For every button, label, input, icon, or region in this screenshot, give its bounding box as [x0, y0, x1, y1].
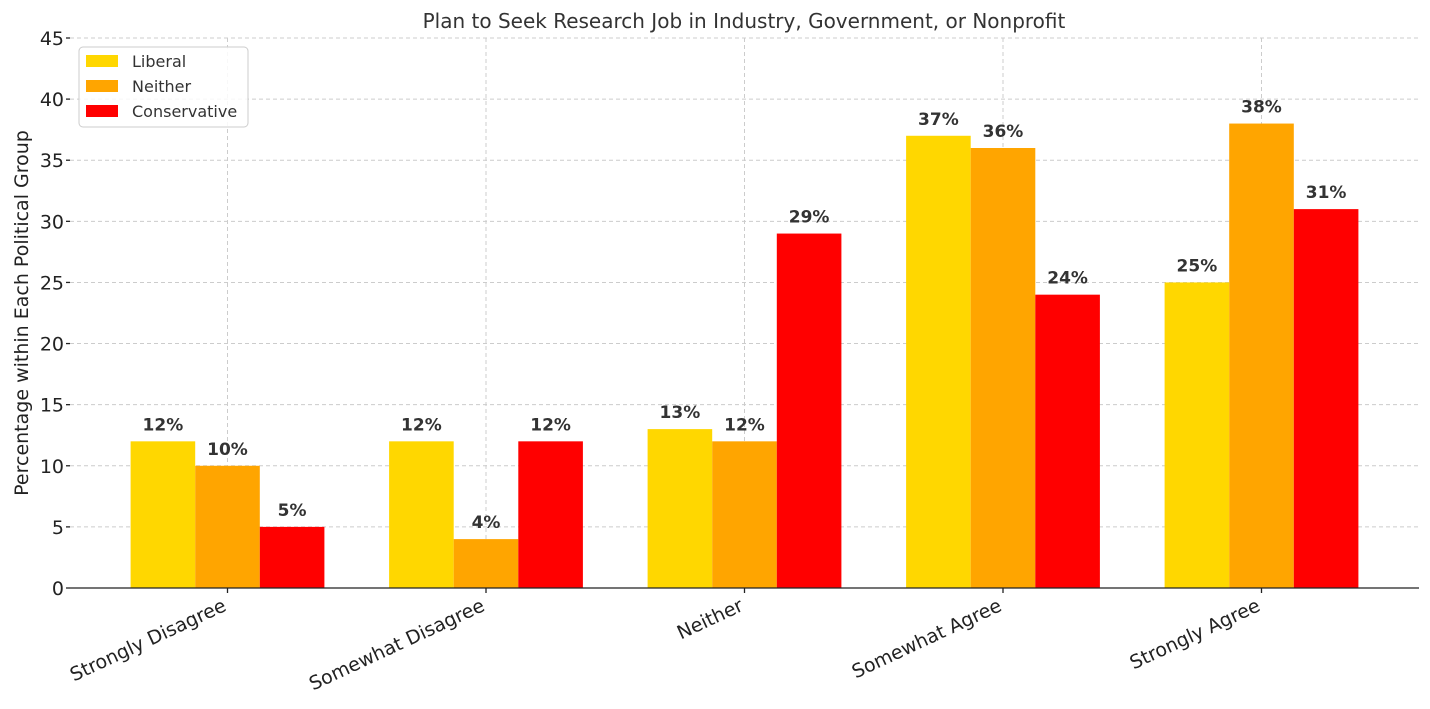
y-tick-label: 35	[40, 150, 64, 172]
y-tick-label: 0	[52, 578, 64, 600]
bar-neither	[195, 465, 260, 588]
y-tick-label: 25	[40, 272, 64, 294]
y-tick-label: 10	[40, 456, 64, 478]
y-tick-label: 40	[40, 89, 64, 111]
data-label: 29%	[789, 208, 830, 228]
bar-conservative	[776, 233, 842, 589]
x-tick-label: Strongly Disagree	[67, 595, 230, 687]
bar-conservative	[518, 441, 583, 588]
data-label: 4%	[472, 513, 501, 533]
bar-neither	[1229, 123, 1294, 589]
chart-title: Plan to Seek Research Job in Industry, G…	[423, 9, 1066, 33]
bar-neither	[712, 441, 777, 588]
bar-liberal	[389, 441, 454, 588]
legend-swatch-conservative	[86, 105, 118, 117]
data-label: 12%	[401, 415, 442, 435]
bar-liberal	[906, 135, 971, 588]
legend-swatch-liberal	[86, 55, 118, 67]
data-label: 37%	[918, 110, 959, 130]
y-tick-label: 5	[52, 517, 64, 539]
y-axis-label: Percentage within Each Political Group	[11, 130, 33, 496]
y-tick-label: 30	[40, 211, 64, 233]
y-tick-label: 15	[40, 395, 64, 417]
legend: Liberal Neither Conservative	[78, 46, 249, 128]
bar-liberal	[647, 429, 713, 588]
legend-label-neither: Neither	[132, 77, 192, 96]
data-label: 12%	[530, 415, 571, 435]
x-tick-label: Somewhat Disagree	[306, 595, 488, 696]
bars-layer	[130, 123, 1359, 589]
legend-swatch-neither	[86, 80, 118, 92]
bar-liberal	[1164, 282, 1230, 588]
legend-label-liberal: Liberal	[132, 52, 186, 71]
legend-label-conservative: Conservative	[132, 102, 237, 121]
data-label: 10%	[207, 440, 248, 460]
data-label: 12%	[724, 415, 765, 435]
bar-neither	[970, 148, 1036, 588]
data-label: 24%	[1047, 269, 1088, 289]
x-tick-label: Strongly Agree	[1126, 595, 1263, 675]
x-tick-label: Neither	[674, 595, 747, 645]
data-label: 36%	[983, 122, 1024, 142]
bar-neither	[453, 539, 519, 588]
data-labels-layer: 12% 12% 13% 37% 25% 10% 4% 12% 36% 38% 5% 12% 29% 24%…	[143, 98, 1347, 534]
legend-box	[78, 46, 249, 128]
data-label: 38%	[1241, 98, 1282, 118]
bar-conservative	[1293, 209, 1359, 588]
x-tick-label: Somewhat Agree	[849, 595, 1006, 684]
data-label: 5%	[278, 501, 307, 521]
data-label: 12%	[143, 415, 184, 435]
bar-conservative	[1035, 294, 1100, 588]
bar-liberal	[130, 441, 196, 588]
data-label: 13%	[660, 403, 701, 423]
data-label: 25%	[1177, 256, 1218, 276]
bar-conservative	[259, 526, 325, 588]
y-tick-label: 45	[40, 28, 64, 50]
data-label: 31%	[1306, 183, 1347, 203]
y-tick-label: 20	[40, 334, 64, 356]
